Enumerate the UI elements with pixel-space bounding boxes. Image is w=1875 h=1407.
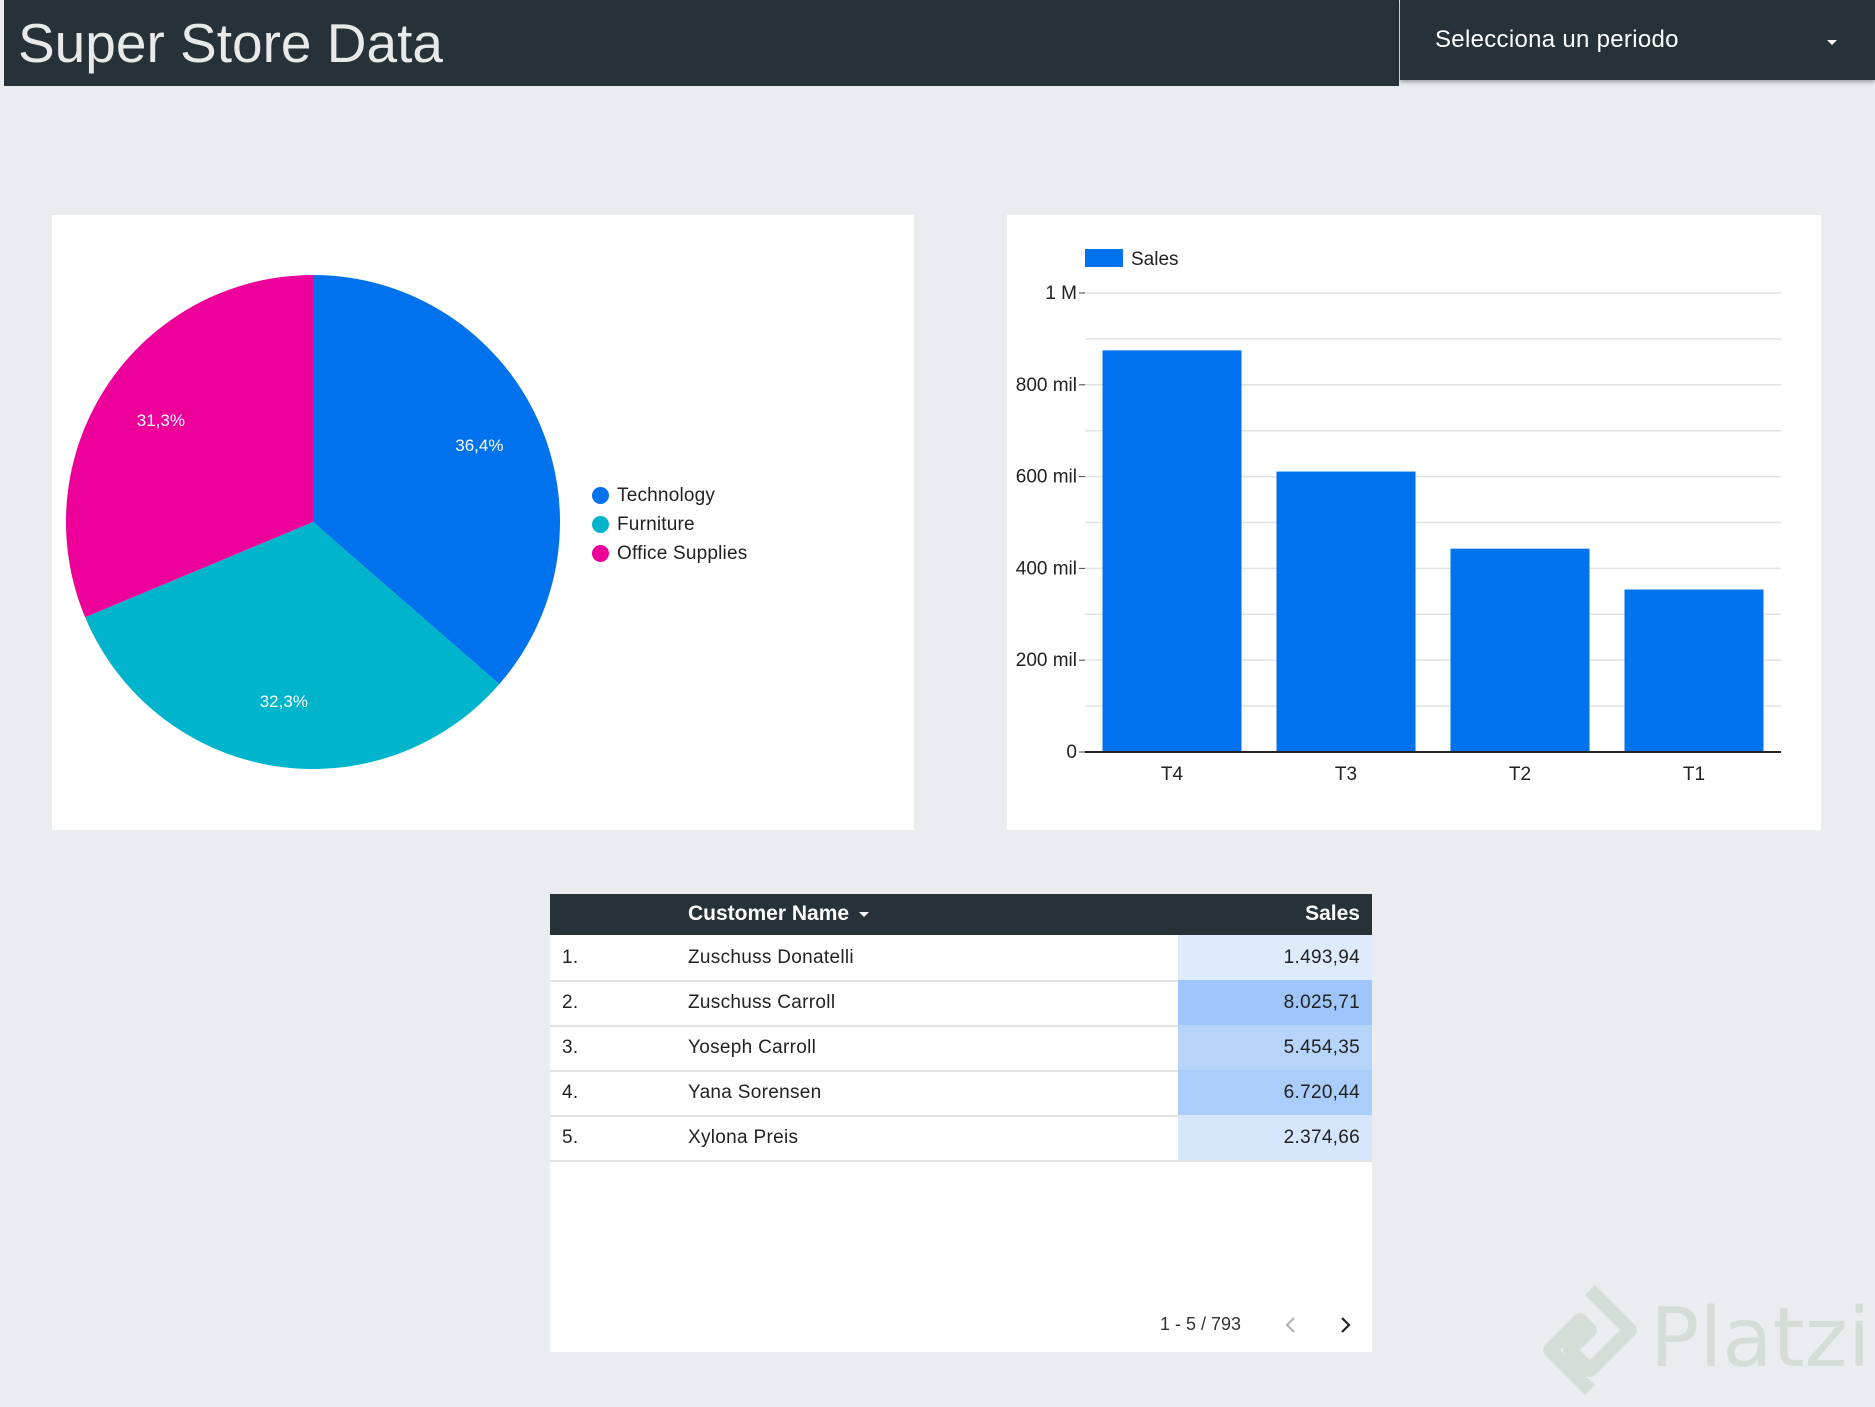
legend-item[interactable]: Office Supplies <box>592 539 747 568</box>
bar-chart-card: 0 200 mil 400 mil 600 mil 800 mil 1 M T4 T3 T2 T1… <box>1007 215 1821 830</box>
x-tick-label: T2 <box>1509 764 1531 785</box>
chevron-left-icon[interactable] <box>1280 1314 1302 1336</box>
table-row[interactable]: 1. Zuschuss Donatelli 1.493,94 <box>550 935 1372 982</box>
legend-dot-icon <box>592 516 609 533</box>
row-index: 5. <box>562 1127 579 1148</box>
pie-slice-furniture[interactable] <box>85 522 500 769</box>
y-tick-label: 600 mil <box>1016 467 1077 488</box>
bar-t2[interactable] <box>1450 548 1590 752</box>
y-tick-label: 0 <box>1066 742 1077 763</box>
platzi-watermark-text: Platzi <box>1650 1291 1871 1386</box>
bar-chart: 0 200 mil 400 mil 600 mil 800 mil 1 M T4 T3 T2 T1… <box>1016 249 1781 785</box>
caret-down-icon <box>1827 40 1837 45</box>
bar-t3[interactable] <box>1276 471 1416 752</box>
y-tick-label: 400 mil <box>1016 558 1077 579</box>
chevron-right-icon[interactable] <box>1334 1314 1356 1336</box>
customer-name-cell: Zuschuss Donatelli <box>688 947 854 968</box>
customer-sales-table: Customer Name Sales 1. Zuschuss Donatelli… <box>550 894 1372 1352</box>
pagination: 1 - 5 / 793 <box>550 1310 1372 1340</box>
pie-legend: Technology Furniture Office Supplies <box>592 481 747 568</box>
column-header-label: Customer Name <box>688 902 850 925</box>
customer-name-cell: Xylona Preis <box>688 1127 799 1148</box>
pie-slice-label: 32,3% <box>259 692 308 712</box>
sales-cell: 8.025,71 <box>1178 980 1372 1025</box>
sales-cell: 2.374,66 <box>1178 1115 1372 1160</box>
sort-caret-icon <box>859 911 870 917</box>
x-tick-label: T4 <box>1161 764 1184 785</box>
row-index: 1. <box>562 947 579 968</box>
customer-name-cell: Yana Sorensen <box>688 1082 822 1103</box>
table-row[interactable]: 4. Yana Sorensen 6.720,44 <box>550 1070 1372 1117</box>
sales-cell: 1.493,94 <box>1178 935 1372 980</box>
legend-dot-icon <box>592 487 609 504</box>
pie-slice-office-supplies[interactable] <box>65 275 313 618</box>
page-title: Super Store Data <box>18 12 443 74</box>
pie-chart <box>65 275 560 769</box>
table-row[interactable]: 3. Yoseph Carroll 5.454,35 <box>550 1025 1372 1072</box>
pie-slice-label: 36,4% <box>455 436 504 456</box>
row-index: 3. <box>562 1037 579 1058</box>
table-row[interactable]: 2. Zuschuss Carroll 8.025,71 <box>550 980 1372 1027</box>
column-header-customer-name[interactable]: Customer Name <box>688 902 870 926</box>
period-selector-label: Selecciona un periodo <box>1435 26 1679 53</box>
bar-t1[interactable] <box>1624 589 1764 752</box>
legend-label: Furniture <box>617 513 695 535</box>
sales-cell: 5.454,35 <box>1178 1025 1372 1070</box>
y-tick-label: 1 M <box>1045 283 1077 304</box>
bar-t4[interactable] <box>1102 350 1242 752</box>
legend-label[interactable]: Sales <box>1131 249 1179 270</box>
pagination-range: 1 - 5 / 793 <box>1160 1314 1242 1334</box>
y-tick-label: 800 mil <box>1016 375 1077 396</box>
legend-item[interactable]: Technology <box>592 481 747 510</box>
period-selector[interactable]: Selecciona un periodo <box>1400 0 1875 80</box>
row-index: 4. <box>562 1082 579 1103</box>
row-index: 2. <box>562 992 579 1013</box>
legend-label: Office Supplies <box>617 542 748 564</box>
y-tick-label: 200 mil <box>1016 650 1077 671</box>
column-header-sales[interactable]: Sales <box>1305 902 1360 925</box>
pie-slice-label: 31,3% <box>136 410 185 430</box>
legend-item[interactable]: Furniture <box>592 510 747 539</box>
platzi-watermark: Platzi <box>1540 1285 1870 1400</box>
sales-cell: 6.720,44 <box>1178 1070 1372 1115</box>
platzi-logo-icon <box>1543 1285 1637 1395</box>
table-row[interactable]: 5. Xylona Preis 2.374,66 <box>550 1115 1372 1162</box>
customer-name-cell: Zuschuss Carroll <box>688 992 836 1013</box>
customer-name-cell: Yoseph Carroll <box>688 1037 817 1058</box>
legend-dot-icon <box>592 545 609 562</box>
legend-swatch-icon <box>1085 249 1123 267</box>
x-tick-label: T3 <box>1335 764 1357 785</box>
pie-chart-card: 36,4% 32,3% 31,3% Technology Furniture Offic… <box>52 215 914 830</box>
legend-label: Technology <box>617 484 716 506</box>
table-header: Customer Name Sales <box>550 894 1372 935</box>
pie-slice-technology[interactable] <box>313 275 560 685</box>
x-tick-label: T1 <box>1683 764 1705 785</box>
header-bar: Super Store Data <box>4 0 1399 86</box>
